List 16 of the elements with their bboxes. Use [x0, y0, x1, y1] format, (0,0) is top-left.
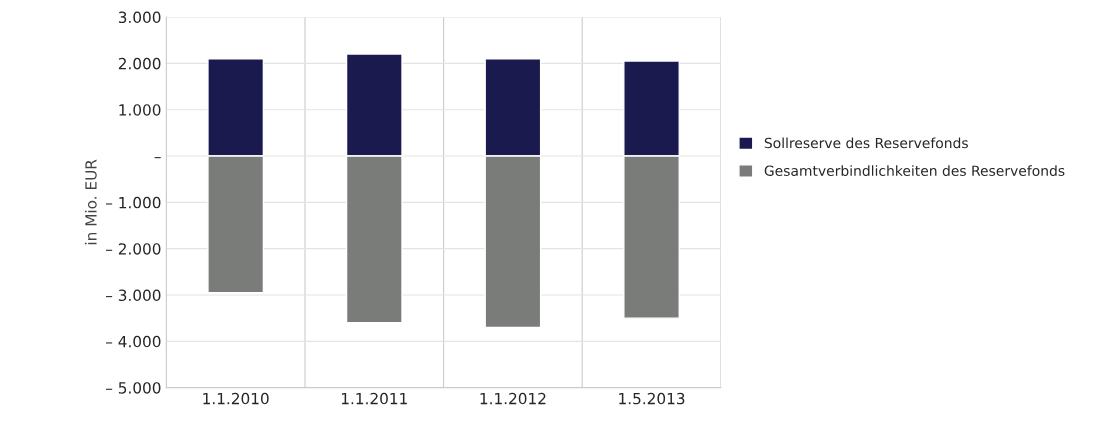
y-axis-title: in Mio. EUR: [84, 159, 97, 245]
y-tick-label: 2.000: [118, 57, 161, 70]
y-tick-label: – 5.000: [106, 382, 161, 394]
x-tick-label: 1.5.2013: [619, 392, 685, 405]
legend-label: Gesamtverbindlichkeiten des Reservefonds: [764, 165, 1065, 176]
y-tick-label: 3.000: [118, 11, 161, 24]
y-tick-label: – 2.000: [106, 243, 161, 255]
y-tick-label: –: [154, 157, 161, 159]
x-tick-label: 1.1.2011: [341, 392, 407, 405]
x-tick-label: 1.1.2010: [203, 392, 269, 405]
y-tick-label: – 3.000: [106, 289, 161, 302]
y-tick-label: 1.000: [119, 104, 161, 116]
y-tick-label: – 4.000: [106, 335, 161, 348]
legend-label: Sollreserve des Reservefonds: [764, 137, 968, 149]
y-tick-label: – 1.000: [106, 196, 161, 209]
x-tick-label: 1.1.2012: [480, 392, 546, 405]
